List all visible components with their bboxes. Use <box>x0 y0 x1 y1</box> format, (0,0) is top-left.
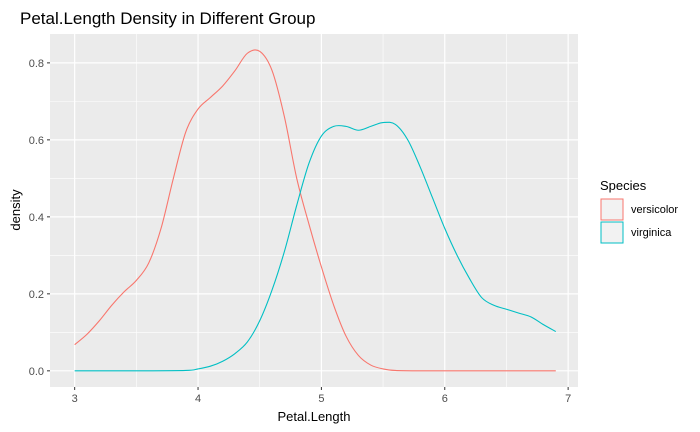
x-tick-label: 3 <box>72 393 78 405</box>
series-line-versicolor <box>74 49 556 372</box>
x-axis-ticks: 3 4 5 6 7 <box>72 387 571 405</box>
grid-minor <box>50 34 578 387</box>
chart-title: Petal.Length Density in Different Group <box>20 9 315 28</box>
y-tick-label: 0.8 <box>29 58 44 70</box>
y-tick-label: 0.2 <box>29 289 44 301</box>
series-line-virginica <box>74 121 557 372</box>
plot-panel <box>50 34 578 387</box>
y-tick-label: 0.4 <box>29 212 44 224</box>
legend-label-virginica: virginica <box>631 227 672 239</box>
y-axis-ticks: 0.0 0.2 0.4 0.6 0.8 <box>29 58 50 378</box>
legend: Species versicolor virginica <box>600 178 678 244</box>
series-lines <box>74 49 557 372</box>
x-tick-label: 4 <box>195 393 201 405</box>
y-axis-title: density <box>8 189 23 231</box>
x-axis-title: Petal.Length <box>277 409 350 424</box>
legend-key-versicolor <box>600 198 624 221</box>
y-tick-label: 0.6 <box>29 135 44 147</box>
legend-title: Species <box>600 178 647 193</box>
legend-key-virginica <box>600 221 624 244</box>
x-tick-label: 5 <box>318 393 324 405</box>
x-tick-label: 6 <box>442 393 448 405</box>
y-tick-label: 0.0 <box>29 366 44 378</box>
x-tick-label: 7 <box>565 393 571 405</box>
legend-label-versicolor: versicolor <box>631 204 678 216</box>
